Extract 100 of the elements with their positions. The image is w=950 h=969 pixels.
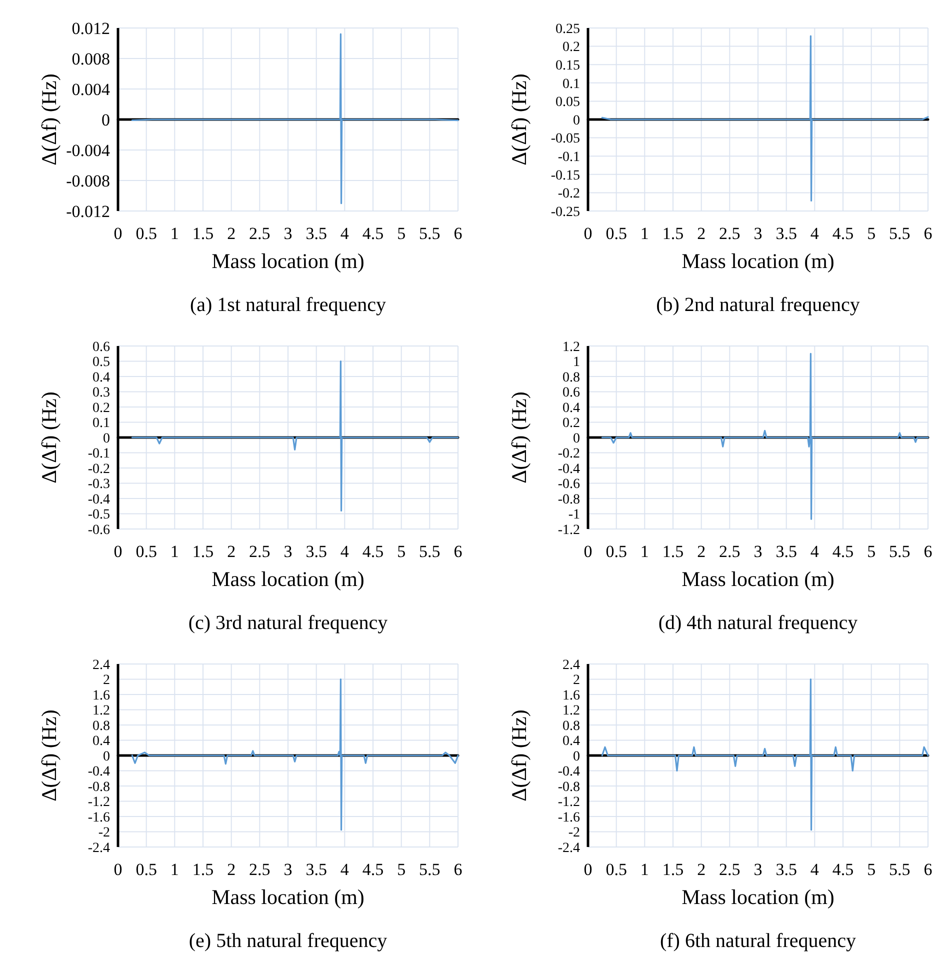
x-tick-label: 0.5 (606, 542, 627, 561)
x-tick-label: 5.5 (419, 542, 440, 561)
y-axis-title: Δ(Δf) (Hz) (37, 74, 61, 166)
x-tick-label: 4.5 (832, 542, 854, 561)
y-tick-label: -0.3 (88, 477, 110, 492)
y-axis-title: Δ(Δf) (Hz) (507, 74, 531, 166)
text: (b) 2nd natural frequency (656, 294, 860, 316)
y-tick-label: -0.15 (550, 168, 580, 184)
y-tick-label: 0.05 (556, 95, 580, 110)
x-tick-label: 6 (454, 542, 462, 561)
y-tick-label: 0 (573, 113, 580, 128)
x-tick-label: 5.5 (419, 860, 440, 879)
line-series (601, 678, 929, 831)
x-axis-title: Mass location (m) (682, 885, 834, 909)
x-tick-label: 1 (170, 860, 179, 879)
y-tick-label: 0.8 (562, 718, 580, 734)
x-tick-label: 2.5 (719, 860, 740, 879)
y-tick-label: -0.2 (558, 446, 580, 462)
text: (d) 4th natural frequency (658, 612, 858, 634)
x-tick-label: 2.5 (249, 224, 270, 243)
y-tick-label: 0.1 (562, 76, 580, 92)
x-tick-label: 3.5 (776, 542, 797, 561)
x-tick-label: 0.5 (136, 542, 157, 561)
x-tick-label: 2 (697, 860, 706, 879)
y-tick-label: -0.8 (88, 780, 110, 795)
x-tick-label: 3 (754, 860, 762, 879)
x-tick-label: 6 (924, 224, 932, 243)
x-tick-label: 2 (697, 542, 706, 561)
x-axis-title: Mass location (m) (212, 567, 364, 591)
x-tick-label: 5 (397, 860, 406, 879)
y-tick-label: 0.2 (562, 40, 580, 56)
x-tick-label: 4 (810, 224, 820, 243)
x-tick-label: 1 (640, 224, 649, 243)
x-tick-label: 1 (640, 860, 649, 879)
x-tick-label: 6 (454, 860, 462, 879)
x-tick-label: 5.5 (419, 224, 440, 243)
x-tick-label: 1 (170, 224, 179, 243)
y-tick-label: -0.004 (66, 140, 110, 160)
y-tick-label: 1.6 (92, 688, 110, 704)
x-tick-label: 4 (340, 224, 350, 243)
x-tick-label: 1.5 (662, 542, 684, 561)
y-tick-label: -0.4 (558, 764, 580, 780)
x-tick-label: 3 (284, 860, 292, 879)
x-tick-label: 3.5 (306, 860, 327, 879)
y-axis-title: Δ(Δf) (Hz) (507, 392, 531, 484)
x-tick-label: 1 (170, 542, 179, 561)
x-tick-label: 5 (867, 860, 876, 879)
x-tick-label: 3 (754, 224, 762, 243)
text: (e) 5th natural frequency (188, 930, 388, 952)
x-tick-label: 4 (810, 860, 820, 879)
x-tick-label: 3.5 (306, 224, 327, 243)
y-tick-label: 1 (573, 355, 580, 370)
x-tick-label: 4.5 (832, 224, 854, 243)
y-tick-label: -0.05 (550, 132, 580, 147)
y-tick-label: -2.4 (558, 840, 580, 856)
line-series (601, 35, 929, 202)
y-tick-label: 0.004 (72, 80, 110, 99)
y-tick-label: 0.15 (556, 58, 580, 74)
text: (f) 6th natural frequency (660, 930, 856, 952)
x-tick-label: 2 (697, 224, 706, 243)
y-axis-title: Δ(Δf) (Hz) (37, 710, 61, 802)
x-tick-label: 4 (340, 542, 350, 561)
x-tick-label: 3 (754, 542, 762, 561)
y-tick-label: -1 (568, 508, 580, 523)
y-tick-label: 0.4 (562, 734, 580, 750)
x-tick-label: 0.5 (606, 860, 627, 879)
y-tick-label: 0.2 (562, 416, 580, 432)
y-tick-label: 0.3 (92, 386, 110, 401)
y-tick-label: -0.8 (558, 780, 580, 795)
y-tick-label: 0.6 (562, 386, 580, 401)
y-tick-label: 0.6 (92, 340, 110, 355)
y-tick-label: -0.6 (558, 477, 580, 492)
y-tick-label: -2.4 (88, 840, 110, 856)
y-tick-label: 0 (573, 431, 580, 446)
y-tick-label: -0.5 (88, 508, 110, 523)
x-tick-label: 0.5 (606, 224, 627, 243)
y-tick-label: 0.2 (92, 400, 110, 416)
y-tick-label: -2 (98, 826, 110, 841)
y-tick-label: -0.6 (88, 522, 110, 538)
y-tick-label: 0.4 (92, 734, 110, 750)
x-axis-title: Mass location (m) (212, 249, 364, 273)
x-tick-label: 5 (397, 224, 406, 243)
x-tick-label: 5 (397, 542, 406, 561)
y-tick-label: 0 (102, 110, 110, 130)
x-tick-label: 3.5 (306, 542, 327, 561)
y-tick-label: 1.2 (562, 340, 580, 355)
y-tick-label: -1.2 (558, 522, 580, 538)
x-tick-label: 6 (924, 542, 932, 561)
x-tick-label: 6 (924, 860, 932, 879)
x-tick-label: 1.5 (662, 224, 684, 243)
y-tick-label: -1.2 (558, 795, 580, 810)
x-tick-label: 4.5 (362, 542, 384, 561)
x-tick-label: 5 (867, 542, 876, 561)
x-tick-label: 4 (340, 860, 350, 879)
x-tick-label: 1 (640, 542, 649, 561)
y-tick-label: -0.8 (558, 492, 580, 508)
y-axis-title: Δ(Δf) (Hz) (507, 710, 531, 802)
x-tick-label: 2.5 (719, 224, 740, 243)
text: (a) 1st natural frequency (190, 294, 386, 316)
y-tick-label: 0.8 (562, 370, 580, 386)
